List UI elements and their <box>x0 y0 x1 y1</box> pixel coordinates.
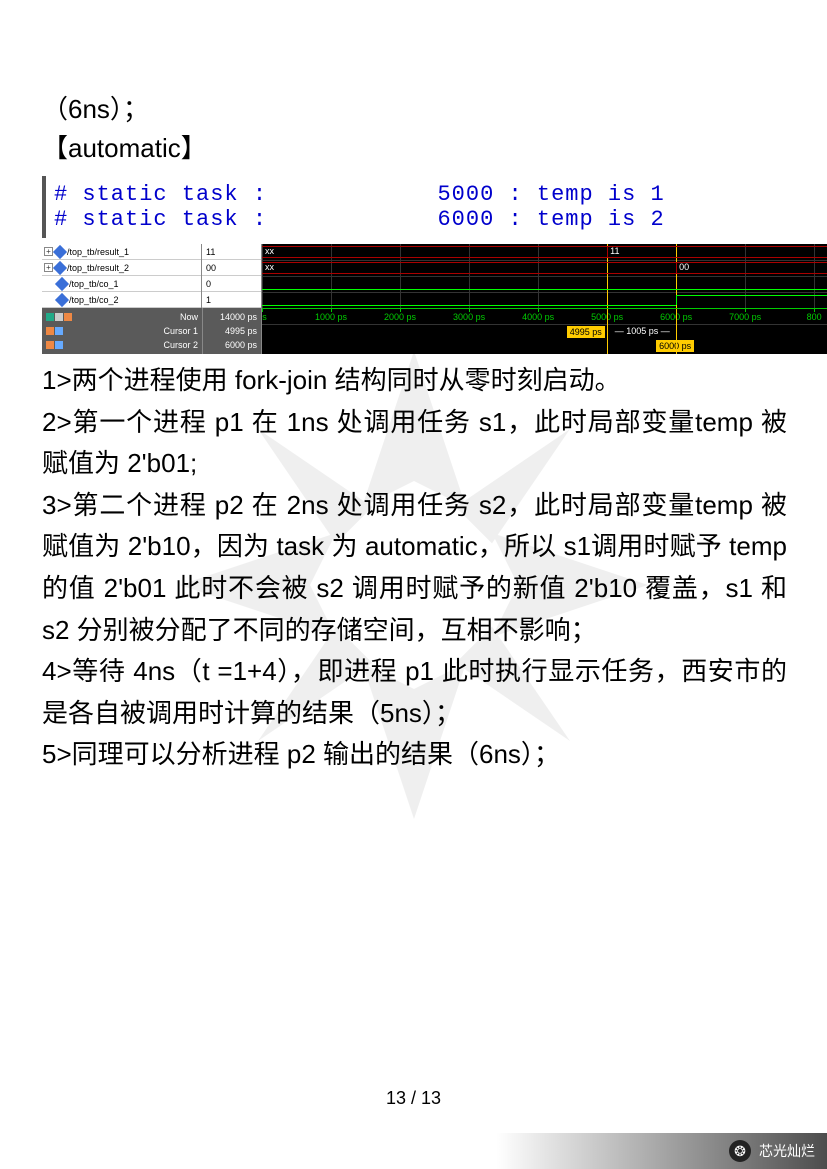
signal-name-column: + /top_tb/result_1 + /top_tb/result_2 /t… <box>42 244 202 308</box>
paragraph: 5>同理可以分析进程 p2 输出的结果（6ns）； <box>42 734 787 776</box>
signal-value: 11 <box>202 244 261 260</box>
signal-name: /top_tb/result_2 <box>67 263 129 273</box>
signal-name: /top_tb/co_2 <box>69 295 119 305</box>
signal-name: /top_tb/co_1 <box>69 279 119 289</box>
waveform-viewer: + /top_tb/result_1 + /top_tb/result_2 /t… <box>42 244 827 354</box>
console-line-1: # static task : 5000 : temp is 1 <box>54 182 787 207</box>
cursor-value: 4995 ps <box>207 324 257 338</box>
footer-bar: ❂ 芯光灿烂 <box>0 1133 827 1169</box>
paragraph: 2>第一个进程 p1 在 1ns 处调用任务 s1，此时局部变量temp 被赋值… <box>42 402 787 485</box>
paragraph: 4>等待 4ns（t =1+4），即进程 p1 此时执行显示任务，西安市的是各自… <box>42 651 787 734</box>
intro-line-1: （6ns）； <box>42 90 787 129</box>
waveform-canvas[interactable]: xx11xx00 <box>262 244 827 308</box>
cursor-label: Cursor 1 <box>163 326 198 336</box>
signal-diamond-icon <box>55 292 69 306</box>
brand-logo-icon: ❂ <box>729 1140 751 1162</box>
now-value: 14000 ps <box>207 310 257 324</box>
console-output: # static task : 5000 : temp is 1 # stati… <box>42 176 787 238</box>
paragraph: 3>第二个进程 p2 在 2ns 处调用任务 s2，此时局部变量temp 被赋值… <box>42 485 787 651</box>
waveform-timeline[interactable]: ps1000 ps2000 ps3000 ps4000 ps5000 ps600… <box>262 308 827 354</box>
console-line-2: # static task : 6000 : temp is 2 <box>54 207 787 232</box>
paragraph: 1>两个进程使用 fork-join 结构同时从零时刻启动。 <box>42 360 787 402</box>
cursor-value: 6000 ps <box>207 338 257 352</box>
signal-diamond-icon <box>53 244 67 258</box>
signal-diamond-icon <box>55 276 69 290</box>
cursor-panel-values: 14000 ps 4995 ps 6000 ps <box>202 308 262 354</box>
signal-row[interactable]: /top_tb/co_1 <box>42 276 201 292</box>
now-label: Now <box>180 312 198 322</box>
intro-line-2: 【automatic】 <box>42 129 787 168</box>
page-number: 13 / 13 <box>0 1088 827 1109</box>
signal-value-column: 11 00 0 1 <box>202 244 262 308</box>
body-text: 1>两个进程使用 fork-join 结构同时从零时刻启动。 2>第一个进程 p… <box>42 360 787 776</box>
brand-name: 芯光灿烂 <box>759 1141 815 1161</box>
signal-value: 0 <box>202 276 261 292</box>
signal-row[interactable]: + /top_tb/result_1 <box>42 244 201 260</box>
signal-value: 00 <box>202 260 261 276</box>
signal-row[interactable]: + /top_tb/result_2 <box>42 260 201 276</box>
signal-row[interactable]: /top_tb/co_2 <box>42 292 201 308</box>
signal-name: /top_tb/result_1 <box>67 247 129 257</box>
cursor-label: Cursor 2 <box>163 340 198 350</box>
signal-value: 1 <box>202 292 261 308</box>
cursor-panel-left: Now Cursor 1 Cursor 2 <box>42 308 202 354</box>
signal-diamond-icon <box>53 260 67 274</box>
